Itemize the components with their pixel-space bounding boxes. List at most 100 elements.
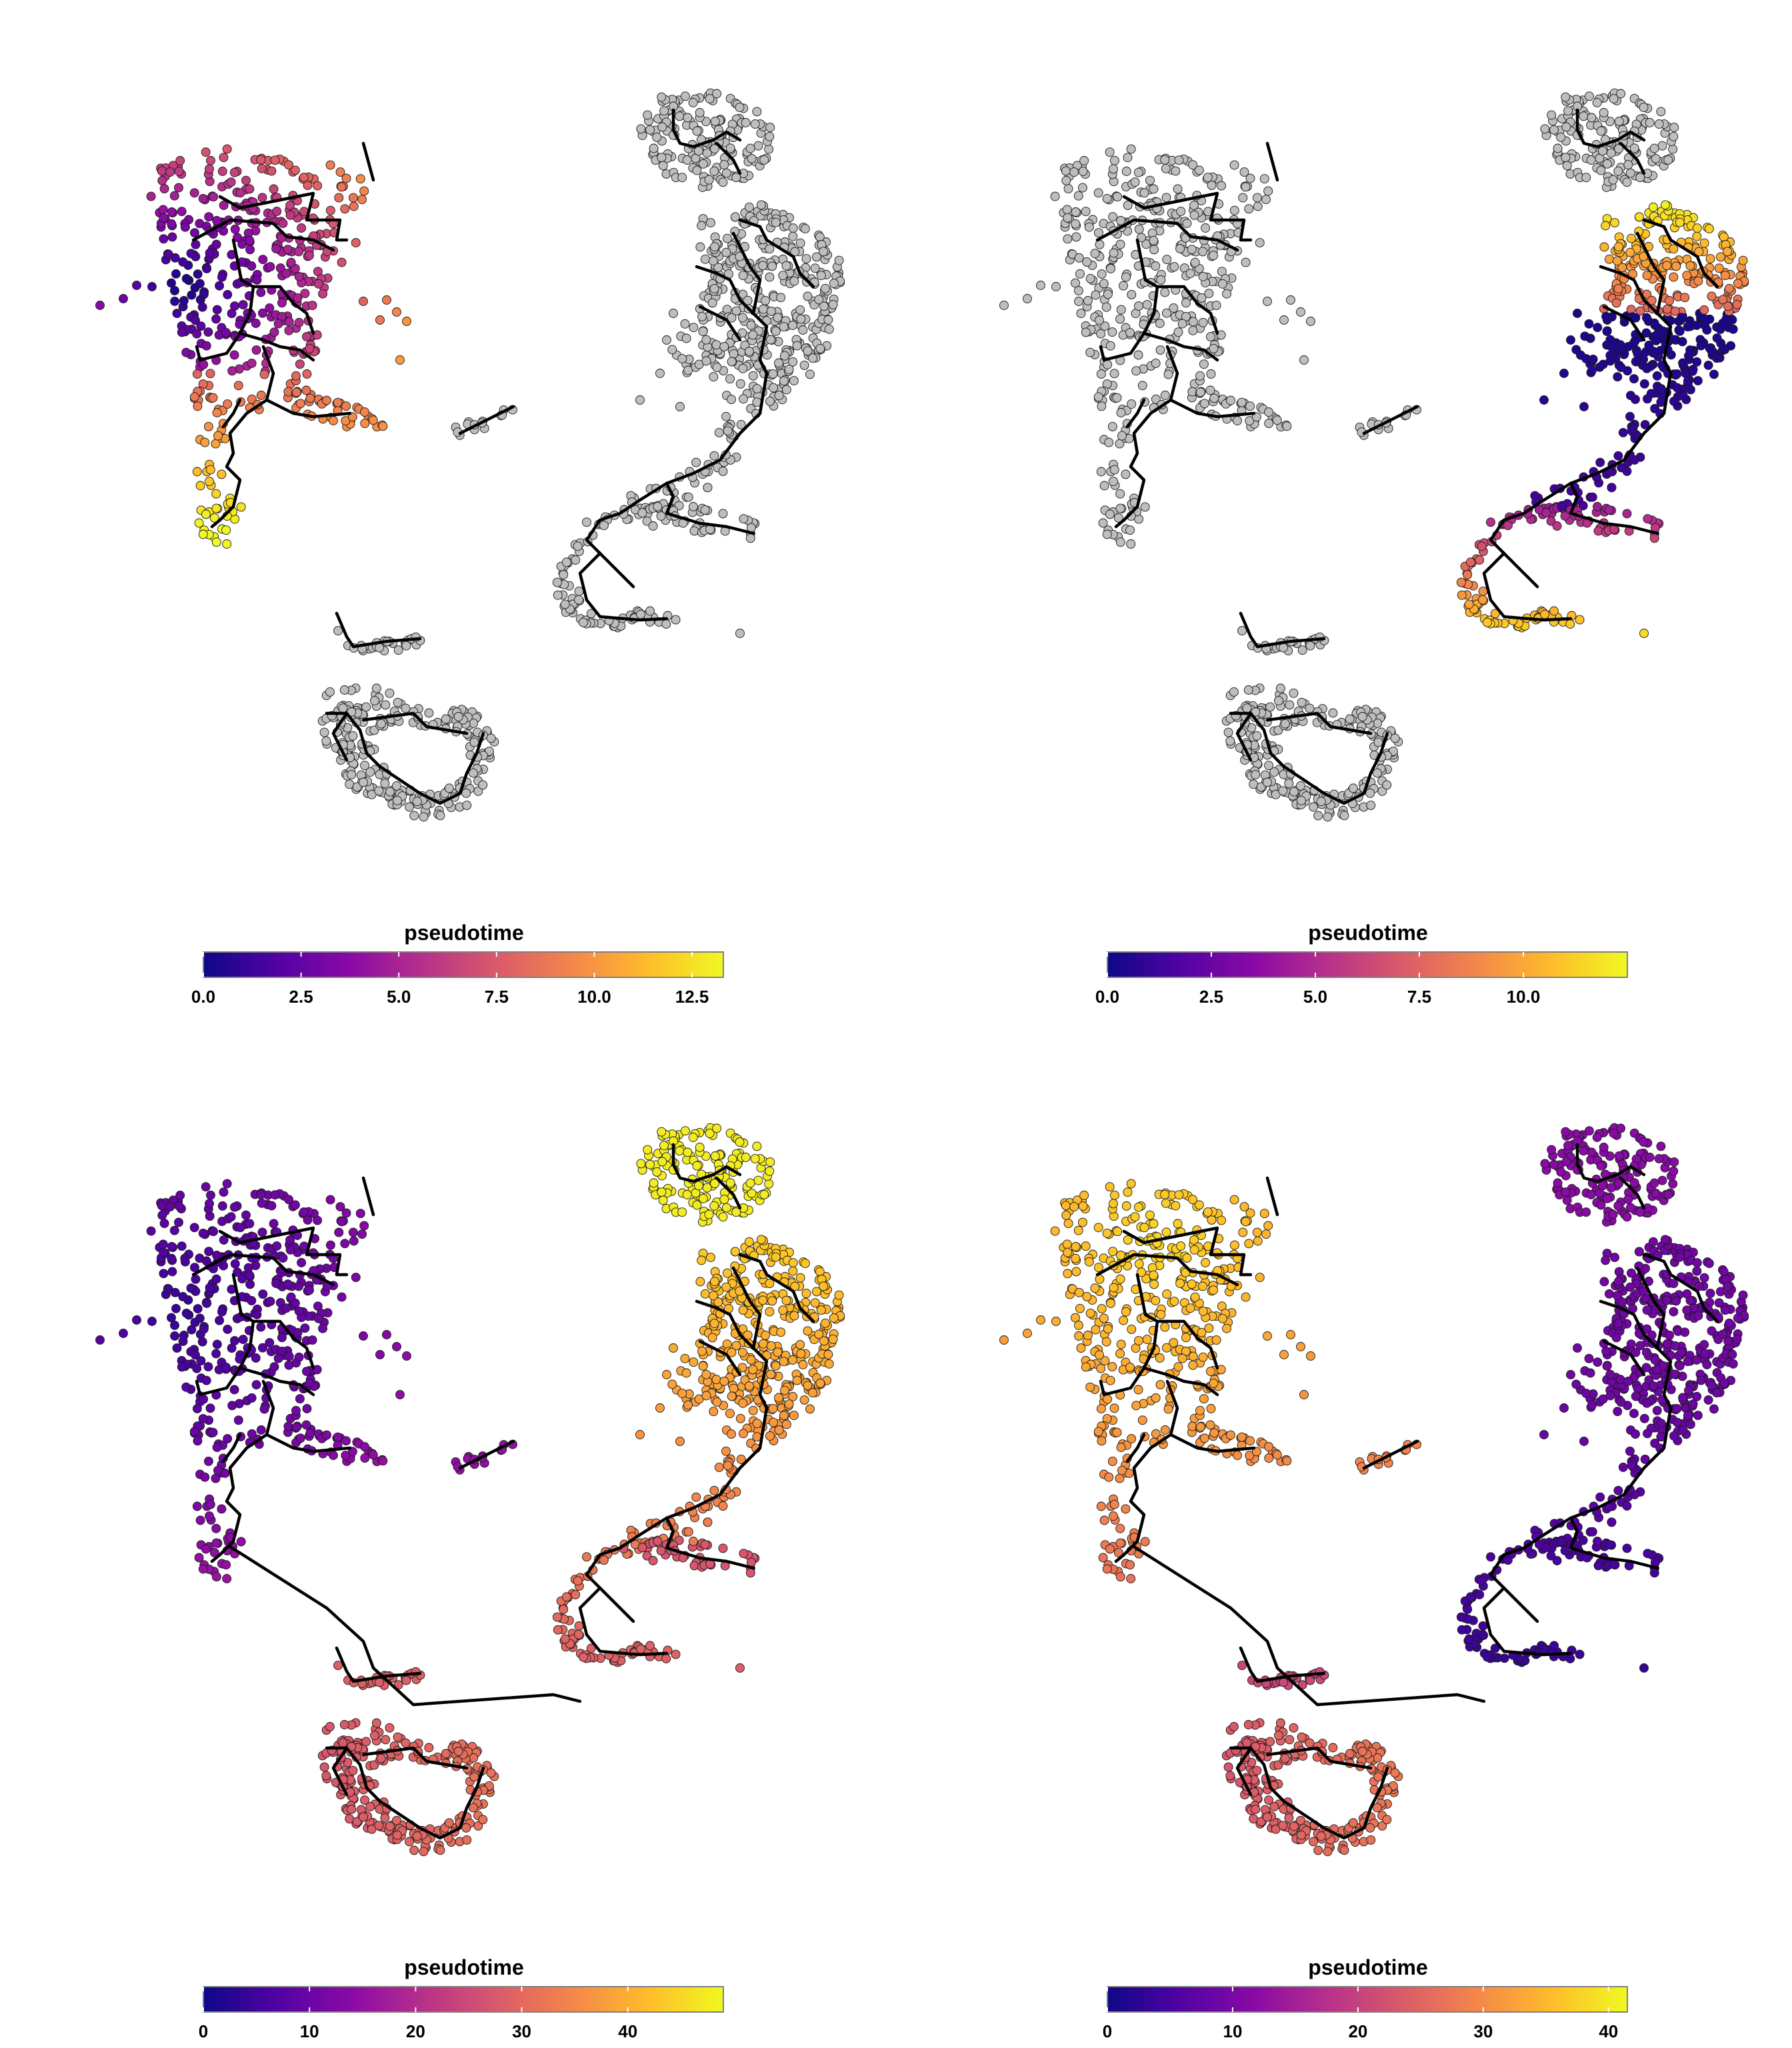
cell-point [1173, 1219, 1183, 1229]
cell-point [636, 609, 646, 619]
cell-point [202, 1299, 212, 1308]
cell-point [1575, 615, 1585, 625]
cell-point [727, 1391, 737, 1401]
cell-point [1105, 1182, 1115, 1192]
cell-point [1607, 483, 1617, 493]
cell-point [1123, 1187, 1133, 1197]
cell-point [719, 160, 729, 170]
cell-point [195, 481, 205, 491]
cell-point [251, 319, 261, 328]
cell-point [561, 1592, 571, 1602]
cell-point [159, 1247, 169, 1257]
cell-point [765, 396, 775, 406]
cell-point [662, 335, 671, 345]
cell-cluster-arm [291, 1420, 388, 1467]
cell-point [819, 247, 829, 257]
cell-point [283, 245, 293, 255]
cell-point [1289, 688, 1299, 698]
cell-point [291, 1405, 301, 1415]
cell-point [195, 1515, 205, 1525]
cell-point [175, 1191, 185, 1200]
cell-point [189, 188, 199, 198]
cell-point [171, 269, 181, 279]
cell-point [1627, 426, 1637, 436]
cell-point [552, 1612, 562, 1622]
cell-point [1688, 365, 1698, 375]
cell-point [701, 1391, 711, 1401]
cell-point [748, 1365, 758, 1375]
cell-point [1106, 264, 1116, 273]
cell-point [1063, 1247, 1073, 1257]
cell-point [1105, 1544, 1115, 1554]
cell-point [1169, 303, 1179, 313]
cell-point [1085, 347, 1095, 357]
cell-point [119, 294, 128, 303]
cell-point [1229, 1195, 1239, 1205]
cell-point [1102, 529, 1112, 539]
cell-point [710, 242, 719, 252]
cell-point [648, 521, 658, 531]
cell-point [816, 271, 826, 281]
cell-point [167, 1242, 177, 1251]
cell-point [189, 1223, 199, 1233]
cell-point [748, 330, 758, 340]
cell-point [174, 167, 184, 177]
cell-point [325, 205, 335, 215]
cell-point [759, 1189, 769, 1199]
cell-point [657, 1157, 667, 1167]
cell-point [190, 1263, 199, 1273]
cell-point [765, 1431, 775, 1441]
cell-point [478, 780, 488, 790]
cell-point [1625, 411, 1635, 421]
cell-point [714, 1462, 724, 1472]
cell-point [1174, 1190, 1184, 1200]
cell-point [637, 508, 647, 518]
cell-point [1463, 570, 1473, 580]
cell-point [167, 1267, 177, 1277]
cell-point [1097, 401, 1107, 411]
cell-point [1613, 451, 1623, 461]
cell-point [1373, 737, 1383, 747]
cell-point [1707, 291, 1717, 301]
cell-point [187, 290, 197, 300]
cell-point [215, 1315, 225, 1325]
cell-point [725, 1178, 735, 1188]
cell-point [283, 1421, 293, 1431]
cell-point [313, 279, 323, 289]
cell-point [1207, 180, 1217, 190]
cell-point [486, 733, 496, 743]
cell-point [177, 1241, 187, 1251]
cell-point [1206, 1367, 1215, 1377]
cell-point [559, 570, 569, 580]
cell-point [801, 1289, 811, 1299]
cell-point [1085, 1308, 1095, 1318]
trajectory-segment [191, 218, 335, 252]
cell-point [697, 1346, 707, 1356]
cell-point [203, 327, 213, 337]
cell-point [1142, 1335, 1152, 1345]
cell-point [1648, 202, 1658, 212]
cell-point [1683, 322, 1693, 332]
cell-point [217, 1307, 227, 1317]
cell-point [1629, 374, 1639, 384]
cell-point [1108, 1247, 1118, 1257]
cell-point [359, 777, 368, 787]
cell-point [258, 1289, 268, 1299]
cell-point [669, 1343, 678, 1353]
cell-point [375, 315, 385, 325]
cell-point [1133, 350, 1143, 360]
cell-point [1090, 1283, 1100, 1293]
cell-point [197, 302, 207, 312]
cell-point [695, 242, 705, 252]
cell-point [179, 1331, 189, 1340]
cell-point [1188, 1351, 1198, 1361]
cell-point [559, 1605, 569, 1615]
cell-point [1627, 233, 1636, 243]
cell-point [322, 1430, 331, 1440]
cell-point [1372, 768, 1382, 778]
cell-point [711, 340, 721, 350]
cell-point [167, 219, 177, 229]
cell-point [703, 1517, 713, 1527]
cell-point [714, 427, 724, 437]
cell-point [1465, 557, 1475, 567]
